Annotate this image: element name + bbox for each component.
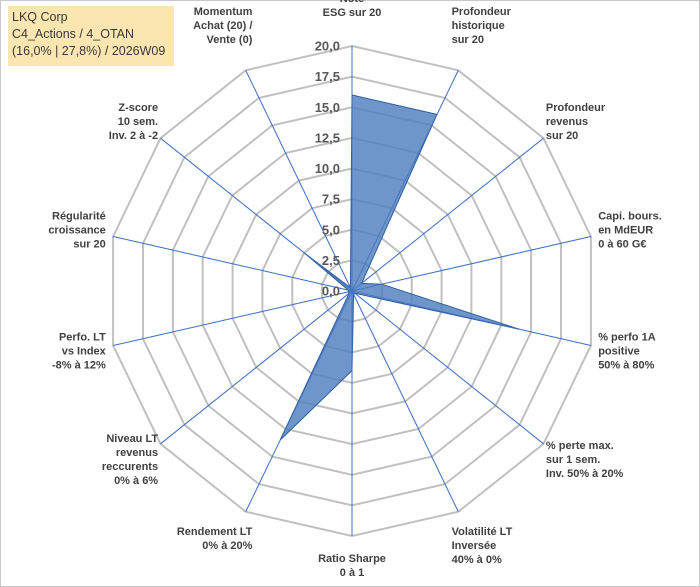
radar-spoke-overlay: [351, 137, 544, 292]
category-label: NoteESG sur 20: [323, 0, 382, 19]
radar-spoke-overlay: [160, 137, 353, 292]
category-label: Ratio Sharpe 0 à 1: [318, 553, 386, 579]
radial-tick-labels: 0,0 2,5 5,0 7,5 10,0 12,5 15,0 17,5 20,0: [315, 39, 340, 299]
radial-tick-label: 20,0: [315, 39, 340, 54]
category-label: Profondeur revenus sur 20: [546, 102, 606, 142]
category-label: % perte max. sur 1 sem. Inv. 50% à 20%: [546, 440, 624, 480]
radial-tick-label: 7,5: [322, 192, 340, 207]
info-box: LKQ Corp C4_Actions / 4_OTAN (16,0% | 27…: [8, 6, 174, 66]
radial-tick-label: 5,0: [322, 222, 340, 237]
radar-spoke-overlay: [245, 70, 353, 292]
category-label: Momentum Achat (20) / Vente (0): [193, 6, 253, 46]
category-label: Volatilité LT Inversée 40% à 0%: [452, 526, 513, 566]
radial-tick-label: 10,0: [315, 161, 340, 176]
radar-spoke-overlay: [351, 236, 591, 292]
category-label: Z-score 10 sem. Inv. 2 à -2: [109, 102, 158, 142]
radar-spoke-overlay: [351, 290, 591, 346]
radar-spoke-overlay: [113, 236, 353, 292]
radar-spoke-overlay: [351, 290, 544, 445]
category-label: Profondeur historique sur 20: [452, 6, 512, 46]
radial-tick-label: 17,5: [315, 69, 340, 84]
radial-tick-label: 15,0: [315, 100, 340, 115]
radar-spoke-overlay: [113, 290, 353, 346]
radar-spoke-overlay: [245, 290, 353, 512]
category-label: Perfo. LT vs Index -8% à 12%: [52, 331, 107, 371]
radial-tick-label: 12,5: [315, 130, 340, 145]
company-name: LKQ Corp: [12, 10, 68, 24]
category-label: Régularité croissance sur 20: [48, 211, 105, 251]
category-label: Rendement LT 0% à 20%: [177, 526, 253, 552]
radar-spoke-overlay: [351, 70, 459, 292]
radar-spoke-overlay: [160, 290, 353, 445]
portfolio-path: C4_Actions / 4_OTAN: [12, 27, 135, 41]
radar-spoke-overlay: [351, 290, 459, 512]
radial-tick-label: 0,0: [322, 284, 340, 299]
radial-tick-label: 2,5: [322, 253, 340, 268]
radar-series: [113, 46, 591, 536]
category-label: Niveau LT revenus reccurents 0% à 6%: [102, 433, 159, 487]
category-label: Capi. bours. en MdEUR 0 à 60 G€: [598, 211, 662, 251]
category-label: % perfo 1A positive 50% à 80%: [598, 331, 656, 371]
score-period: (16,0% | 27,8%) / 2026W09: [12, 44, 166, 58]
